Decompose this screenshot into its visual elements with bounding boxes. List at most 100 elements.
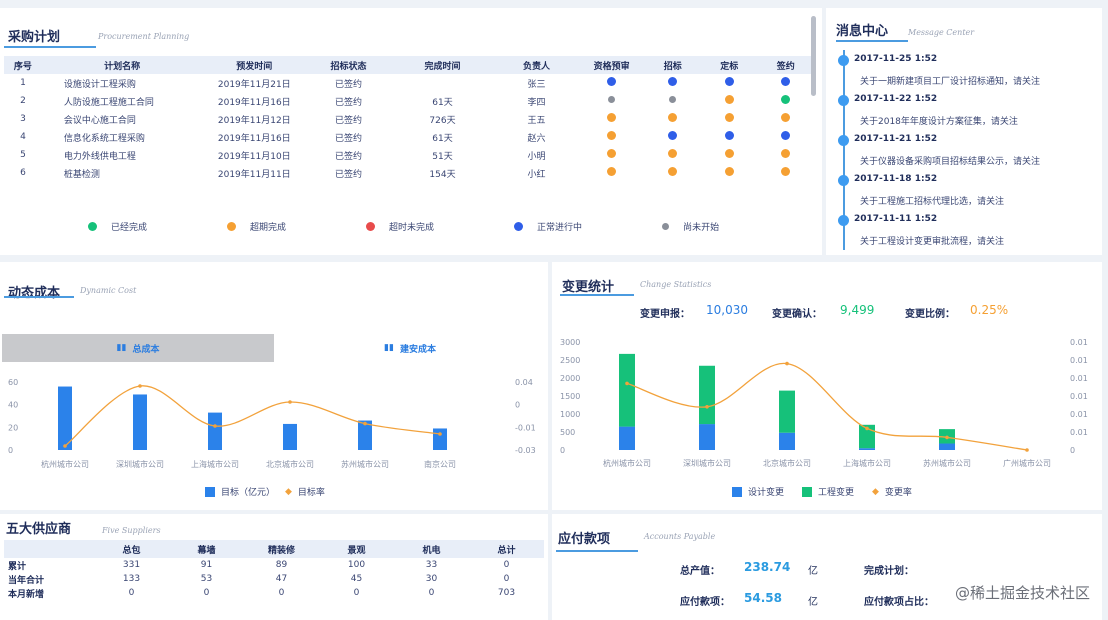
svg-text:-0.01: -0.01 [515,423,536,432]
svg-text:0: 0 [8,446,13,455]
cell-done: 726天 [429,115,456,126]
status-dot-icon [724,95,734,104]
table-row[interactable]: 1 设施设计工程采购 2019年11月21日 已签约 张三 [4,74,814,92]
cell-stage-status [579,164,645,182]
svg-text:南京公司: 南京公司 [424,459,456,469]
status-dot-icon [781,77,791,86]
procurement-scrollbar[interactable] [811,16,816,96]
dynamic-cost-subtitle: Dynamic Cost [80,286,137,295]
cell-value: 331 [122,560,141,570]
table-row[interactable]: 4 信息化系统工程采购 2019年11月16日 已签约 61天 赵六 [4,128,814,146]
legend-dot-icon [366,222,376,231]
title-underline [556,550,638,552]
table-row[interactable]: 3 会议中心施工合同 2019年11月12日 已签约 726天 王五 [4,110,814,128]
kpi-change-declared-label: 变更申报： [640,309,690,320]
timeline-dot-icon [838,135,849,146]
legend-design-change: 设计变更 [732,485,784,498]
title-underline [560,294,634,296]
timeline-dot-icon [838,175,849,186]
title-underline [4,296,74,298]
svg-text:0.01: 0.01 [1070,338,1088,347]
column-header: 总计 [469,540,544,558]
table-row: 累计 331 91 89 100 33 0 [4,558,544,572]
bar-chart-icon: ▮▮ [384,343,394,353]
accounts-payable-label: 应付款项： [680,597,730,608]
tab-construction-cost[interactable]: ▮▮ 建安成本 [274,334,546,362]
cell-date: 2019年11月10日 [217,151,291,162]
legend-item: 超期完成 [227,220,286,233]
row-label: 本月新增 [8,589,45,600]
legend-item: 正常进行中 [514,220,582,233]
svg-text:0: 0 [1070,446,1075,455]
cell-no: 3 [20,114,26,124]
message-text[interactable]: 关于2018年年度设计方案征集，请关注 [860,117,1018,127]
status-dot-icon [781,113,791,122]
status-dot-icon [608,96,616,103]
column-header: 定标 [700,56,758,74]
cell-stage-status [579,128,645,146]
cell-value: 0 [203,588,210,598]
table-row: 当年合计 133 53 47 45 30 0 [4,572,544,586]
svg-text:杭州城市公司: 杭州城市公司 [603,458,651,468]
cell-stage-status [644,128,700,146]
table-row[interactable]: 5 电力外线供电工程 2019年11月10日 已签约 51天 小明 [4,146,814,164]
cell-owner: 赵六 [527,133,546,144]
svg-text:20: 20 [8,423,18,432]
message-text[interactable]: 关于仪器设备采购项目招标结果公示，请关注 [860,157,1041,167]
cell-stage-status [757,146,814,164]
cell-stage-status [644,110,700,128]
svg-text:北京城市公司: 北京城市公司 [266,459,314,469]
svg-text:深圳城市公司: 深圳城市公司 [683,458,731,468]
svg-text:2500: 2500 [560,356,580,365]
column-header: 精装修 [244,540,319,558]
column-header: 景观 [319,540,394,558]
cell-done: 61天 [432,133,453,144]
status-dot-icon [724,77,734,86]
cell-owner: 李四 [527,97,546,108]
svg-text:-0.03: -0.03 [515,446,536,455]
svg-text:500: 500 [560,428,575,437]
status-dot-icon [724,167,734,176]
cell-value: 0 [353,588,360,598]
legend-item: 已经完成 [88,220,147,233]
total-output-label: 总产值： [680,566,720,577]
accounts-payable-unit: 亿 [808,597,818,608]
tab-total-cost[interactable]: ▮▮ 总成本 [2,334,274,362]
timeline-line [843,50,845,250]
svg-text:上海城市公司: 上海城市公司 [191,459,239,469]
message-time: 2017-11-22 1:52 [854,94,938,104]
message-text[interactable]: 关于一期新建项目工厂设计招标通知，请关注 [860,77,1041,87]
legend-engineering-change: 工程变更 [802,485,854,498]
cell-value: 45 [350,574,363,584]
message-text[interactable]: 关于工程设计变更审批流程，请关注 [860,237,1005,247]
table-row[interactable]: 2 人防设施工程施工合同 2019年11月16日 已签约 61天 李四 [4,92,814,110]
change-stats-panel: 变更统计 Change Statistics [552,262,1102,510]
cell-status: 已签约 [334,151,362,162]
cell-stage-status [579,110,645,128]
svg-text:苏州城市公司: 苏州城市公司 [341,459,389,469]
status-dot-icon [724,131,734,140]
legend-item: 超时未完成 [366,220,434,233]
legend-dot-icon [227,222,237,231]
cell-date: 2019年11月11日 [217,169,291,180]
status-dot-icon [781,95,791,104]
column-header [4,540,94,558]
change-stats-chart: 0 500 1000 1500 2000 2500 3000 0 0.01 0.01 0.01 0.0… [560,338,1088,468]
message-center-title: 消息中心 [836,24,889,39]
message-text[interactable]: 关于工程施工招标代理比选，请关注 [860,197,1005,207]
table-row: 本月新增 0 0 0 0 0 703 [4,586,544,600]
table-row[interactable]: 6 桩基检测 2019年11月11日 已签约 154天 小红 [4,164,814,182]
svg-text:0.01: 0.01 [1070,410,1088,419]
cell-stage-status [701,74,757,92]
cell-status: 已签约 [334,97,362,108]
svg-text:40: 40 [8,401,18,410]
payable-panel: 应付款项 Accounts Payable [552,514,1102,620]
cell-value: 91 [200,560,213,570]
procurement-table: 序号 计划名称 预发时间 招标状态 完成时间 负责人 资格预审 招标 定标 签约 1 设施设计工程采… [4,56,814,182]
svg-text:60: 60 [8,378,18,387]
cell-done: 51天 [432,151,453,162]
cell-value: 703 [497,588,516,598]
cell-value: 133 [122,574,141,584]
cell-date: 2019年11月21日 [217,79,291,90]
cell-value: 30 [425,574,438,584]
